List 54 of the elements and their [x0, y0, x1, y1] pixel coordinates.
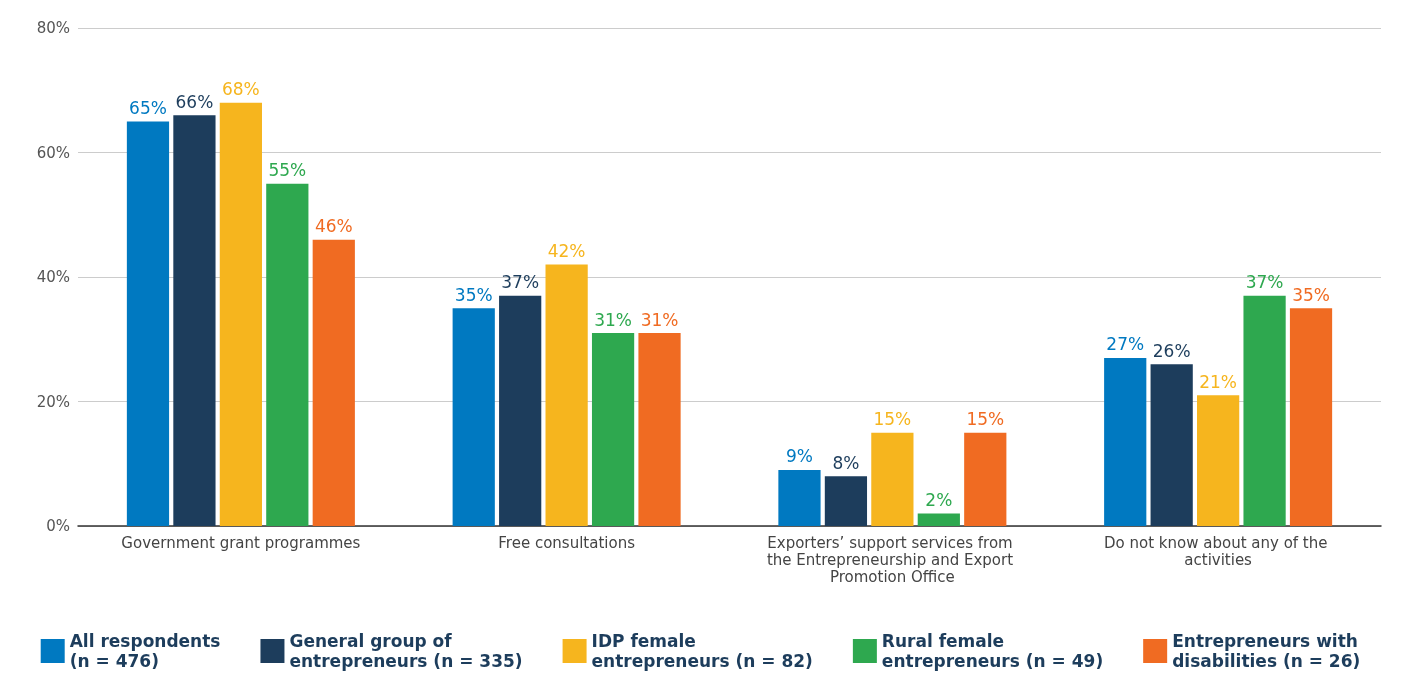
x-tick-label: Do not know about any of the activities: [1104, 533, 1333, 569]
legend-label: All respondents (n = 476): [69, 631, 221, 671]
bar: [778, 469, 821, 526]
bar: [452, 308, 495, 526]
data-label: 35%: [454, 284, 493, 305]
x-tick-label: Exporters’ support services from the Entrepreneurship and Export Promotion Office: [766, 533, 1018, 586]
data-label: 35%: [1292, 284, 1330, 305]
data-label: 68%: [221, 79, 260, 100]
bar: [126, 121, 170, 526]
y-tick-label: 40%: [36, 268, 70, 286]
data-label: 66%: [175, 91, 214, 112]
data-label: 26%: [1152, 340, 1191, 361]
data-label: 65%: [129, 97, 167, 118]
y-tick-label: 60%: [36, 143, 70, 162]
x-tick-label: Free consultations: [498, 533, 636, 552]
legend-label: General group of entrepreneurs (n = 335): [289, 631, 523, 671]
data-label: 46%: [314, 216, 353, 237]
bar: [545, 264, 588, 526]
bar: [1150, 364, 1193, 526]
y-tick-label: 20%: [36, 392, 70, 411]
data-label: 15%: [966, 409, 1005, 430]
bar: [173, 115, 216, 526]
bar: [1289, 308, 1333, 526]
bar: [591, 333, 635, 526]
legend-label: IDP female entrepreneurs (n = 82): [591, 631, 813, 671]
data-label: 37%: [1245, 272, 1284, 293]
data-label: 55%: [268, 160, 307, 181]
legend-label: Rural female entrepreneurs (n = 49): [881, 631, 1104, 671]
bar: [824, 476, 868, 526]
data-label: 31%: [594, 309, 632, 330]
legend-label: Entrepreneurs with disabilities (n = 26): [1172, 631, 1361, 671]
bar: [1197, 395, 1240, 526]
x-tick-label: Government grant programmes: [121, 533, 361, 552]
bar: [871, 432, 914, 526]
bar: [1243, 295, 1286, 526]
bar: [219, 102, 262, 526]
data-label: 2%: [925, 490, 953, 511]
bar: [266, 183, 309, 526]
data-label: 31%: [640, 309, 679, 330]
data-label: 8%: [832, 452, 860, 473]
data-label: 37%: [501, 272, 540, 293]
bar: [312, 239, 355, 526]
y-tick-label: 0%: [46, 517, 70, 535]
bar: [499, 295, 542, 526]
y-tick-label: 80%: [36, 19, 70, 37]
data-label: 9%: [785, 446, 813, 467]
bar: [917, 513, 960, 526]
bar: [964, 432, 1007, 526]
data-label: 42%: [547, 241, 586, 262]
bar: [1104, 357, 1147, 526]
data-label: 21%: [1199, 371, 1238, 392]
data-label: 27%: [1106, 334, 1145, 355]
data-label: 15%: [873, 409, 912, 430]
bar: [638, 333, 681, 526]
